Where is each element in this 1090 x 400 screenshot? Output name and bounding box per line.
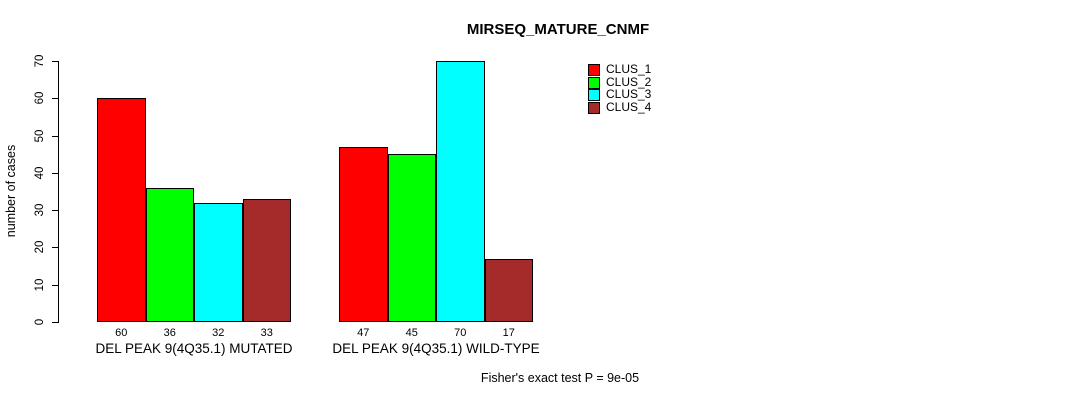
legend-label: CLUS_1 <box>606 62 652 76</box>
bar-clus_2-group1 <box>145 187 194 322</box>
bar-value-label: 45 <box>405 327 418 339</box>
y-tick <box>52 135 58 137</box>
y-tick-label: 30 <box>34 203 46 217</box>
category-label: DEL PEAK 9(4Q35.1) MUTATED <box>95 341 293 356</box>
bar-value-label: 32 <box>212 327 225 339</box>
y-tick-label: 0 <box>34 318 46 326</box>
y-tick <box>52 284 58 286</box>
y-axis-line <box>58 61 59 323</box>
legend-label: CLUS_3 <box>606 87 652 102</box>
bar-clus_4-group2 <box>484 258 533 322</box>
y-tick <box>52 98 58 100</box>
y-tick-label: 60 <box>34 91 46 105</box>
chart-title: MIRSEQ_MATURE_CNMF <box>466 21 650 38</box>
bar-clus_2-group2 <box>387 154 436 322</box>
y-tick-label: 70 <box>34 54 46 68</box>
bar-value-label: 47 <box>357 327 370 339</box>
legend-label: CLUS_2 <box>606 74 652 89</box>
bar-clus_4-group1 <box>242 198 291 322</box>
y-axis-title: number of cases <box>4 144 18 238</box>
legend-swatch-clus_3 <box>588 89 600 102</box>
bar-clus_1-group2 <box>339 146 388 322</box>
bar-clus_3-group2 <box>436 61 485 322</box>
category-label: DEL PEAK 9(4Q35.1) WILD-TYPE <box>332 341 540 356</box>
y-tick <box>52 61 58 62</box>
bar-value-label: 60 <box>115 327 128 339</box>
y-tick-label: 20 <box>34 241 46 254</box>
stats-annotation: Fisher's exact test P = 9e-05 <box>480 371 640 385</box>
y-tick <box>52 322 58 323</box>
y-tick-label: 40 <box>34 166 46 180</box>
bar-value-label: 17 <box>502 327 515 339</box>
y-tick <box>52 247 58 249</box>
legend-swatch-clus_1 <box>588 64 600 76</box>
legend-swatch-clus_2 <box>588 76 600 89</box>
bar-clus_3-group1 <box>194 202 243 322</box>
bar-value-label: 70 <box>454 327 467 339</box>
bar-clus_1-group1 <box>97 98 146 322</box>
y-tick <box>52 210 58 212</box>
bar-value-label: 33 <box>260 327 273 339</box>
legend-label: CLUS_4 <box>606 100 652 115</box>
y-tick-label: 50 <box>34 129 46 142</box>
y-tick <box>52 172 58 174</box>
legend-swatch-clus_4 <box>588 102 600 115</box>
y-tick-label: 10 <box>34 278 46 292</box>
bar-value-label: 36 <box>163 327 176 339</box>
